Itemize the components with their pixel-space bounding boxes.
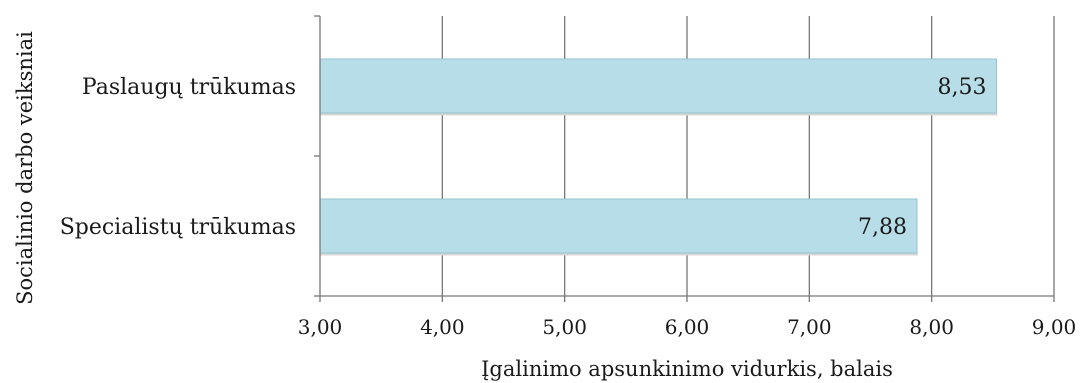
category-labels: Paslaugų trūkumas Specialistų trūkumas — [60, 75, 296, 240]
bars — [319, 58, 998, 256]
x-tick-label: 7,00 — [787, 315, 832, 339]
x-tick-label: 5,00 — [542, 315, 587, 339]
x-tick-label: 8,00 — [909, 315, 954, 339]
category-label: Paslaugų trūkumas — [82, 75, 296, 100]
bar — [319, 198, 918, 254]
bar — [319, 58, 998, 114]
x-tick-label: 6,00 — [665, 315, 710, 339]
value-label: 7,88 — [858, 215, 907, 240]
x-tick-label: 9,00 — [1032, 315, 1077, 339]
axes — [314, 15, 1055, 302]
x-tick-labels: 3,00 4,00 5,00 6,00 7,00 8,00 9,00 — [298, 315, 1077, 339]
x-tick-label: 4,00 — [420, 315, 465, 339]
y-axis-title: Socialinio darbo veiksniai — [13, 31, 37, 305]
value-label: 8,53 — [938, 75, 987, 100]
category-label: Specialistų trūkumas — [60, 215, 296, 240]
x-tick-label: 3,00 — [298, 315, 343, 339]
x-axis-title: Įgalinimo apsunkinimo vidurkis, balais — [481, 357, 893, 381]
value-labels: 8,53 7,88 — [858, 75, 987, 240]
